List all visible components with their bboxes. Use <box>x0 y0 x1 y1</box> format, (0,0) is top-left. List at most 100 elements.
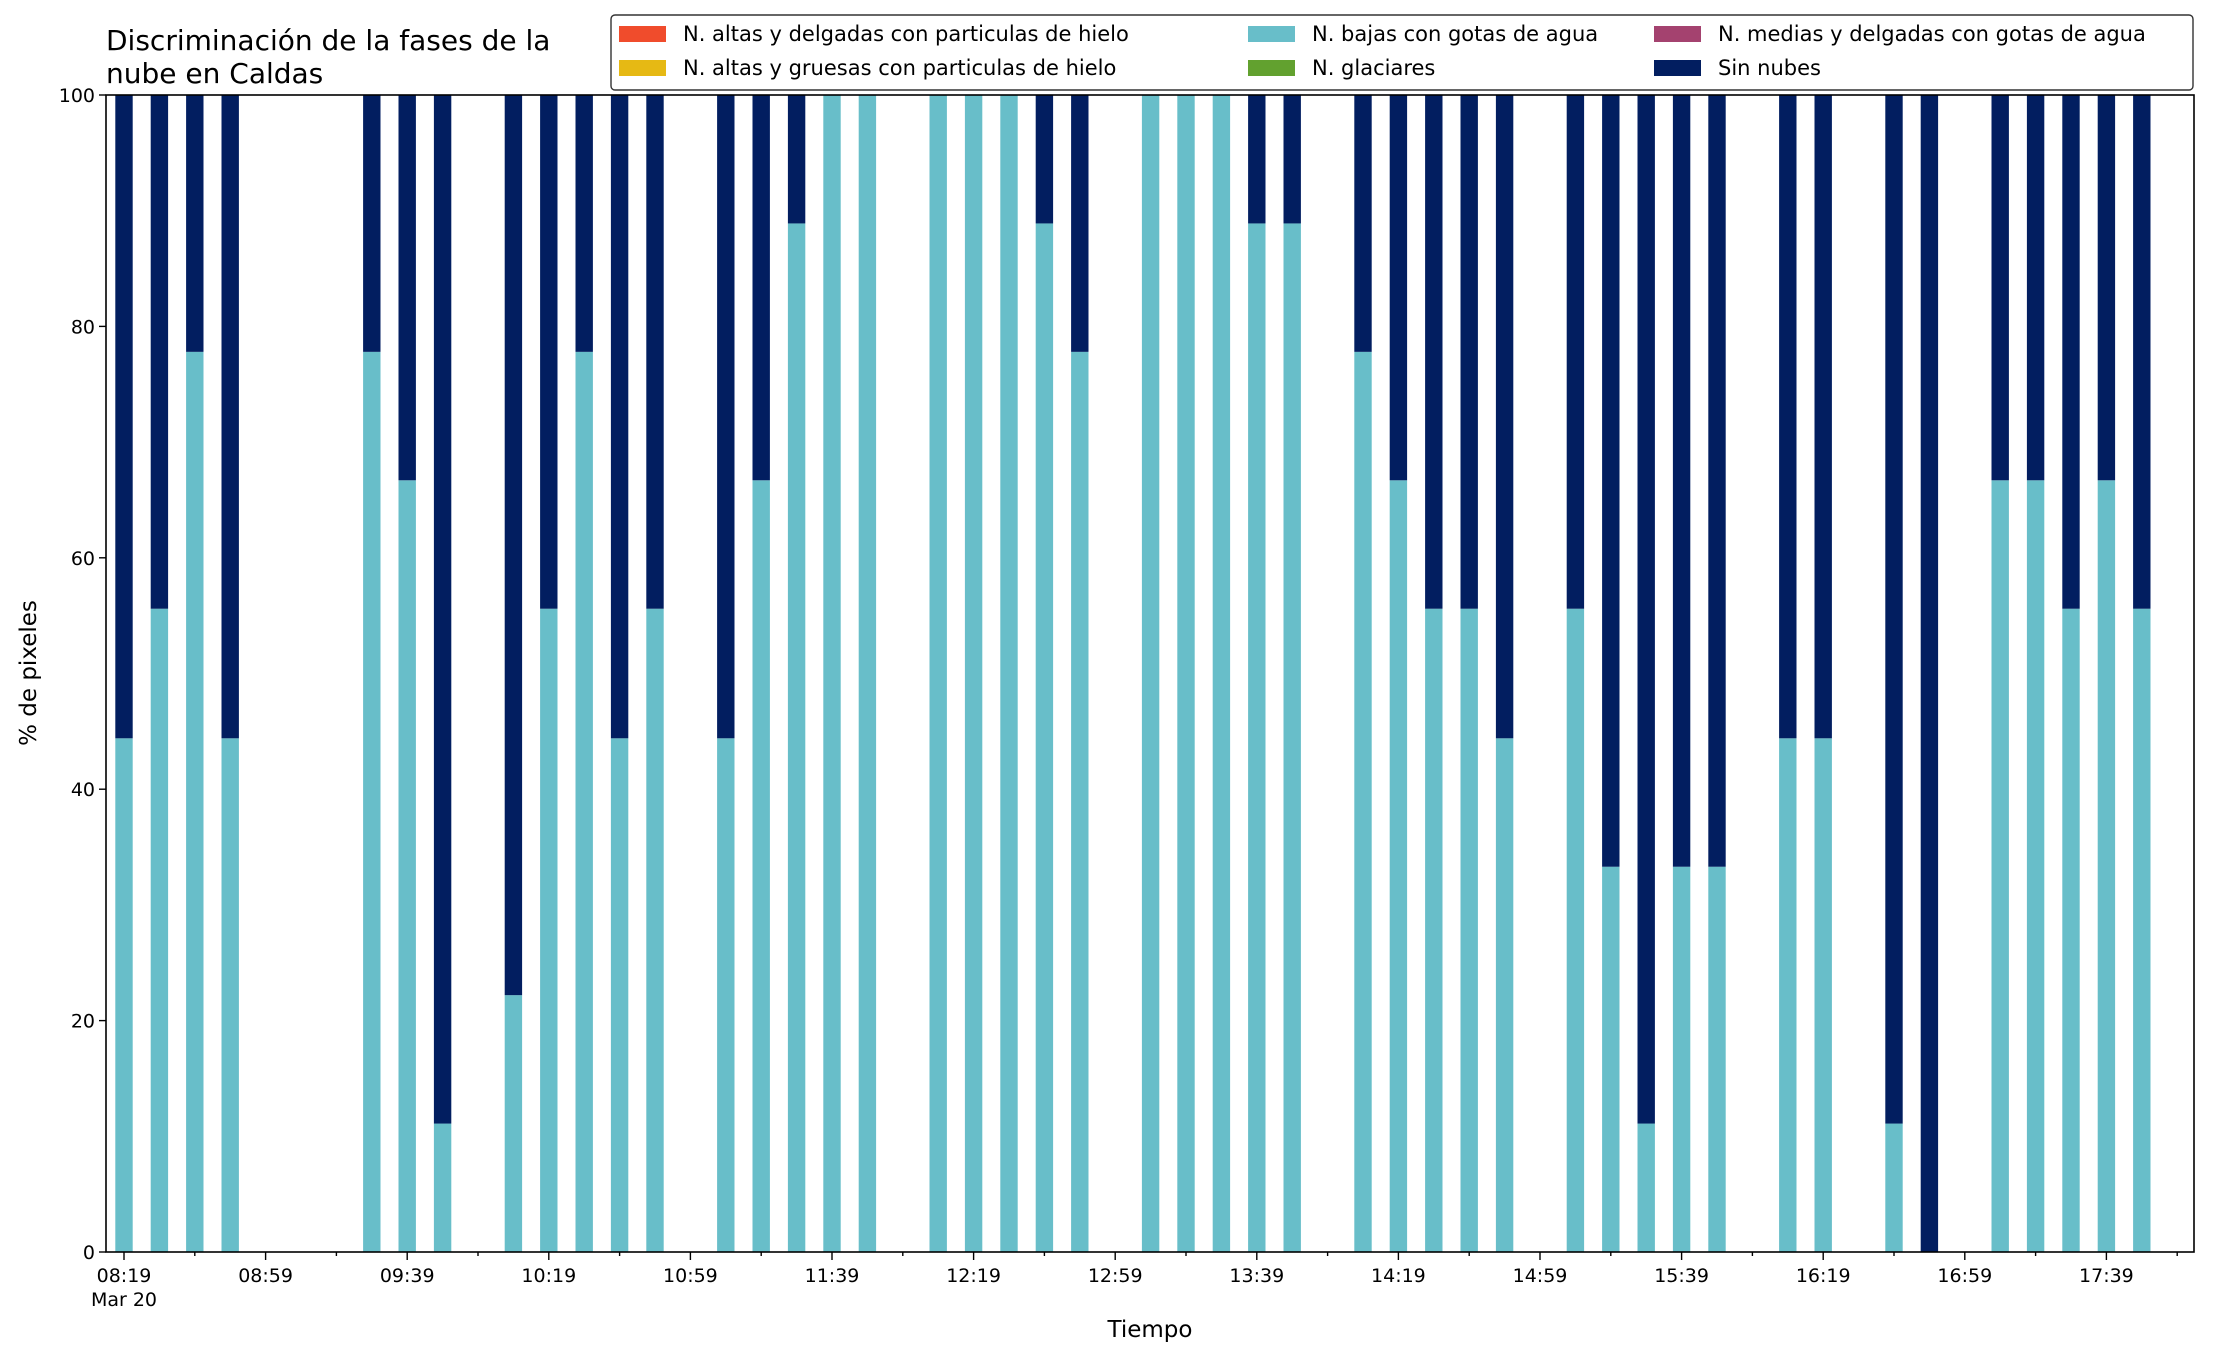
x-tick-label: 13:39 <box>1229 1265 1284 1287</box>
bar-segment <box>221 95 239 739</box>
bars-group <box>115 95 2151 1253</box>
bar-segment <box>186 351 204 1253</box>
bar-segment <box>575 351 593 1253</box>
bar-segment <box>1708 95 1726 867</box>
y-axis-label: % de pixeles <box>16 600 42 746</box>
bar-segment <box>610 95 629 739</box>
x-date-label: Mar 20 <box>91 1289 157 1311</box>
bar-segment <box>1283 223 1301 1253</box>
bar-segment <box>575 95 593 352</box>
bar-segment <box>2133 608 2151 1252</box>
bar-segment <box>1071 351 1089 1253</box>
bar-segment <box>1920 95 1939 1252</box>
y-tick-label: 40 <box>71 779 95 801</box>
chart-title-line-2: nube en Caldas <box>106 57 323 90</box>
bar-segment <box>1035 223 1054 1253</box>
bar-segment <box>1991 480 2009 1252</box>
bar-segment <box>1637 1123 1655 1252</box>
x-tick-label: 17:39 <box>2079 1265 2134 1287</box>
bar-segment <box>1814 738 1832 1252</box>
bar-segment <box>2062 608 2080 1252</box>
x-tick-label: 10:59 <box>663 1265 718 1287</box>
bar-segment <box>1566 95 1585 609</box>
bar-segment <box>1000 95 1018 1252</box>
bar-segment <box>1637 95 1655 1124</box>
y-tick-label: 20 <box>71 1011 95 1033</box>
bar-segment <box>115 95 133 739</box>
legend-label: Sin nubes <box>1718 56 1821 80</box>
bar-segment <box>1495 738 1514 1252</box>
bar-segment <box>363 351 381 1253</box>
bar-segment <box>398 95 416 481</box>
bar-segment <box>858 95 877 1252</box>
x-tick-label: 08:59 <box>238 1265 293 1287</box>
bar-segment <box>1885 1123 1903 1252</box>
y-tick-label: 80 <box>71 316 95 338</box>
chart-title-line-1: Discriminación de la fases de la <box>106 24 550 57</box>
y-tick-label: 0 <box>83 1242 95 1264</box>
legend-swatch <box>619 60 666 76</box>
bar-segment <box>1035 95 1054 224</box>
bar-segment <box>398 480 416 1252</box>
bar-segment <box>787 95 806 224</box>
bar-segment <box>929 95 947 1252</box>
bar-segment <box>1602 95 1620 867</box>
bar-segment <box>1141 95 1160 1252</box>
bar-segment <box>363 95 381 352</box>
bar-segment <box>823 95 841 1252</box>
bar-segment <box>186 95 204 352</box>
bar-segment <box>2026 480 2045 1252</box>
bar-segment <box>2097 480 2116 1252</box>
bar-segment <box>1495 95 1514 739</box>
bar-segment <box>787 223 806 1253</box>
bar-segment <box>1283 95 1301 224</box>
x-tick-label: 08:19 <box>97 1265 152 1287</box>
y-tick-label: 60 <box>71 548 95 570</box>
bar-segment <box>433 95 452 1124</box>
legend-swatch <box>1248 26 1295 42</box>
bar-segment <box>1354 351 1372 1253</box>
legend: N. altas y delgadas con particulas de hi… <box>610 14 2194 91</box>
bar-segment <box>115 738 133 1252</box>
bar-segment <box>1248 223 1266 1253</box>
legend-swatch <box>1654 60 1701 76</box>
legend-swatch <box>1654 26 1701 42</box>
legend-label: N. bajas con gotas de agua <box>1312 22 1598 46</box>
bar-segment <box>540 95 558 609</box>
bar-segment <box>646 95 664 609</box>
bar-segment <box>1672 866 1691 1252</box>
bar-segment <box>1460 95 1478 609</box>
x-tick-label: 16:19 <box>1796 1265 1851 1287</box>
legend-label: N. medias y delgadas con gotas de agua <box>1718 22 2146 46</box>
bar-segment <box>150 95 169 609</box>
bar-segment <box>964 95 983 1252</box>
bar-segment <box>1389 95 1408 481</box>
legend-swatch <box>619 26 666 42</box>
bar-segment <box>1460 608 1478 1252</box>
bar-segment <box>1991 95 2009 481</box>
bar-segment <box>1885 95 1903 1124</box>
legend-box <box>610 14 2194 91</box>
bar-segment <box>717 95 735 739</box>
y-axis: 0 20 40 60 80 100 <box>59 85 106 1264</box>
bar-segment <box>1425 95 1443 609</box>
x-tick-label: 12:19 <box>946 1265 1001 1287</box>
x-tick-label: 14:19 <box>1371 1265 1426 1287</box>
legend-swatch <box>1248 60 1295 76</box>
bar-segment <box>1425 608 1443 1252</box>
legend-label: N. altas y delgadas con particulas de hi… <box>683 22 1129 46</box>
bar-segment <box>221 738 239 1252</box>
bar-segment <box>504 95 523 996</box>
bar-segment <box>1602 866 1620 1252</box>
legend-label: N. altas y gruesas con particulas de hie… <box>683 56 1116 80</box>
x-axis-label: Tiempo <box>1107 1317 1193 1343</box>
x-tick-label: 11:39 <box>805 1265 860 1287</box>
x-tick-label: 16:59 <box>1937 1265 1992 1287</box>
bar-segment <box>646 608 664 1252</box>
bar-segment <box>1814 95 1832 739</box>
bar-segment <box>540 608 558 1252</box>
bar-segment <box>1212 95 1231 1252</box>
bar-segment <box>1708 866 1726 1252</box>
